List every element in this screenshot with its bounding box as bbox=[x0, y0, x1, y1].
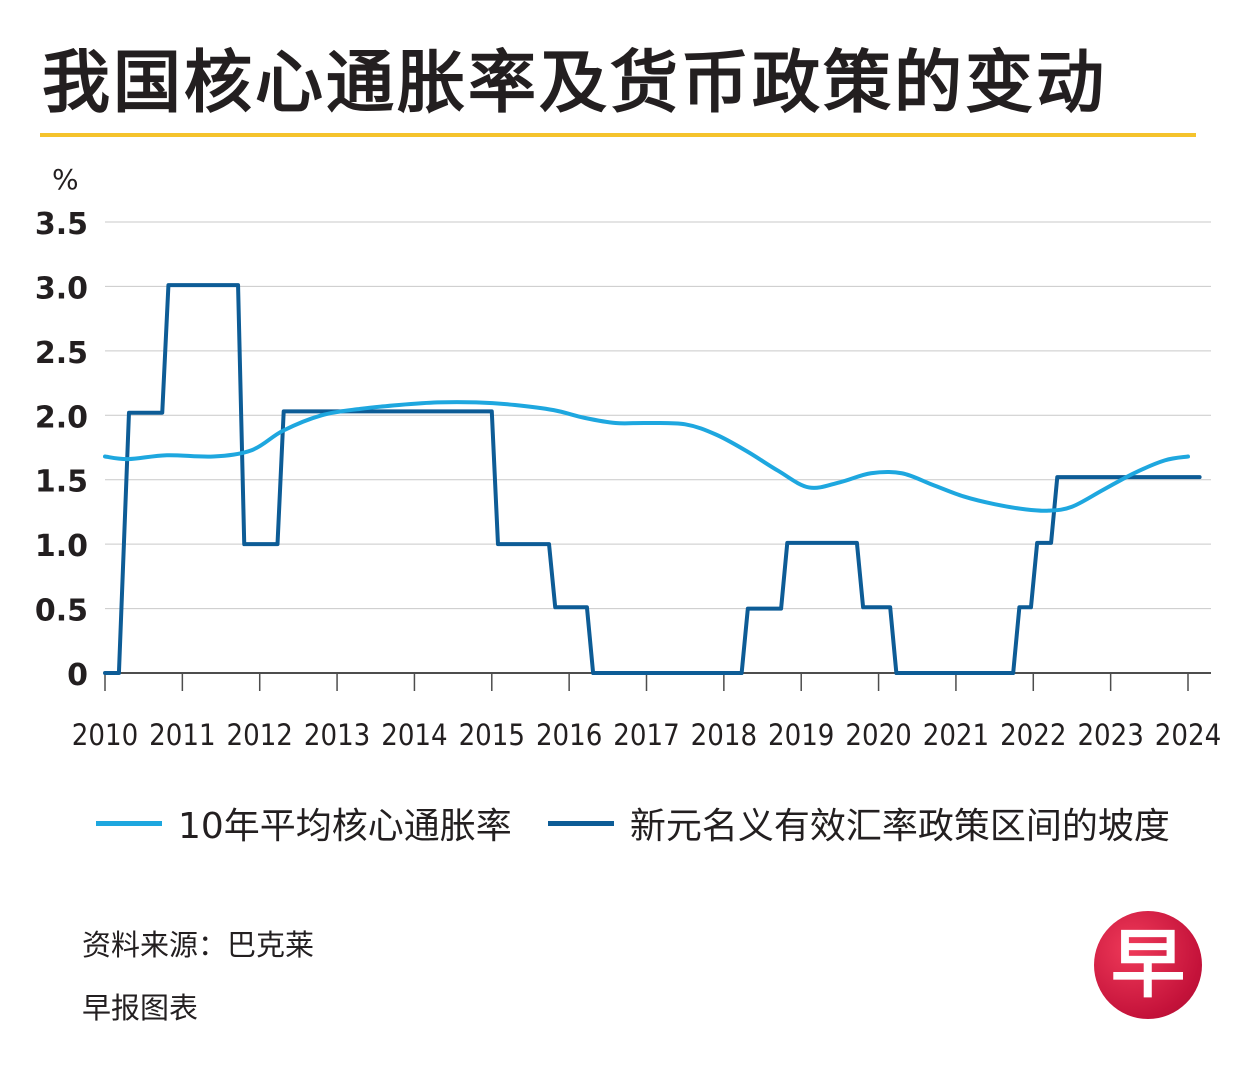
zaobao-logo: 早 bbox=[1094, 911, 1202, 1019]
y-tick-label: 2.0 bbox=[35, 400, 88, 435]
y-tick-label: 1.5 bbox=[35, 465, 88, 500]
x-tick-label: 2019 bbox=[768, 718, 834, 752]
y-tick-label: 0.5 bbox=[35, 594, 88, 629]
legend-swatch-light-line bbox=[96, 820, 162, 826]
y-tick-label: 0 bbox=[67, 658, 88, 693]
x-tick-label: 2010 bbox=[72, 718, 138, 752]
chart-credit: 早报图表 bbox=[82, 991, 199, 1025]
series-line-policy-slope bbox=[103, 283, 1202, 675]
x-tick-label: 2013 bbox=[304, 718, 370, 752]
x-tick-label: 2017 bbox=[613, 718, 679, 752]
x-tick-label: 2016 bbox=[536, 718, 602, 752]
x-tick-label: 2020 bbox=[845, 718, 911, 752]
source-note: 资料来源：巴克莱 bbox=[82, 928, 315, 962]
legend-label-core-inflation: 10年平均核心通胀率 bbox=[178, 806, 512, 847]
chart-legend: 10年平均核心通胀率 新元名义有效汇率政策区间的坡度 bbox=[96, 798, 1170, 848]
x-tick-label: 2018 bbox=[691, 718, 757, 752]
y-tick-label: 3.5 bbox=[35, 207, 88, 242]
legend-item-policy-slope: 新元名义有效汇率政策区间的坡度 bbox=[547, 797, 1170, 849]
y-tick-label: 1.0 bbox=[35, 529, 88, 564]
title-underline bbox=[40, 133, 1196, 137]
y-tick-label: 3.0 bbox=[35, 271, 88, 306]
legend-item-core-inflation: 10年平均核心通胀率 bbox=[96, 797, 512, 849]
legend-swatch-dark-line bbox=[547, 820, 614, 826]
series-line-core-inflation bbox=[103, 400, 1190, 513]
y-axis-unit-label: % bbox=[52, 163, 79, 196]
x-tick-label: 2022 bbox=[1000, 718, 1066, 752]
x-tick-label: 2011 bbox=[149, 718, 215, 752]
x-tick-label: 2024 bbox=[1155, 718, 1221, 752]
legend-label-policy-slope: 新元名义有效汇率政策区间的坡度 bbox=[629, 806, 1170, 847]
chart-title: 我国核心通胀率及货币政策的变动 bbox=[42, 44, 1108, 123]
line-chart: 3.5 3.0 2.5 2.0 1.5 1.0 0.5 0 2010 2011 2012 2013 2… bbox=[35, 163, 1221, 752]
x-tick-label: 2014 bbox=[381, 718, 447, 752]
x-tick-label: 2021 bbox=[923, 718, 989, 752]
y-tick-label: 2.5 bbox=[35, 336, 88, 371]
x-tick-label: 2012 bbox=[227, 718, 293, 752]
x-tick-label: 2023 bbox=[1077, 718, 1143, 752]
x-tick-label: 2015 bbox=[459, 718, 525, 752]
